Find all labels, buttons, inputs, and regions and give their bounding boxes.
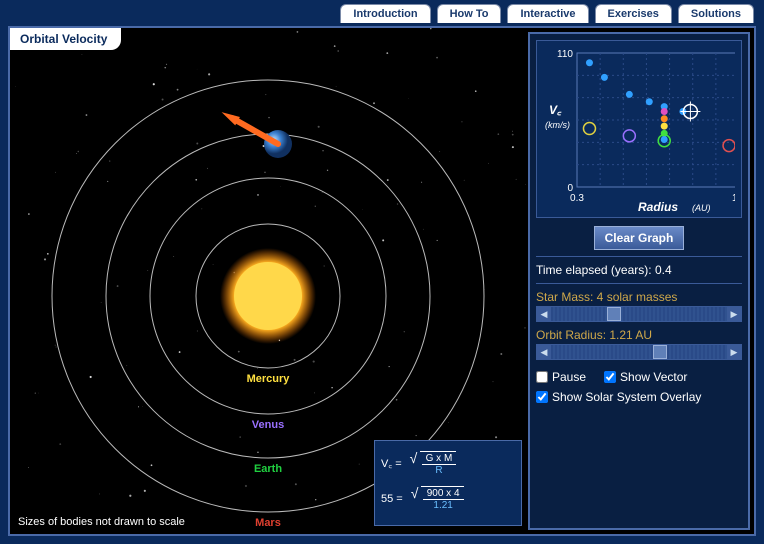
side-panel: 11000.31.6V꜀(km/s)Radius(AU) Clear Graph…: [528, 32, 750, 530]
orbit-radius-slider[interactable]: ◀ ▶: [536, 344, 742, 360]
slider-right-icon[interactable]: ▶: [727, 345, 741, 359]
clear-graph-button[interactable]: Clear Graph: [594, 226, 685, 250]
slider-thumb[interactable]: [653, 345, 667, 359]
nav-tabs: Introduction How To Interactive Exercises So…: [0, 0, 764, 23]
slider-thumb[interactable]: [607, 307, 621, 321]
slider-right-icon[interactable]: ▶: [727, 307, 741, 321]
orbit-radius-label: Orbit Radius: 1.21 AU: [536, 328, 742, 342]
show-vector-checkbox[interactable]: Show Vector: [604, 370, 687, 384]
time-elapsed-readout: Time elapsed (years): 0.4: [536, 263, 742, 277]
tab-interactive[interactable]: Interactive: [507, 4, 588, 23]
main-panel: Orbital Velocity MercuryVenusEarthMars S…: [8, 26, 756, 536]
star-mass-slider[interactable]: ◀ ▶: [536, 306, 742, 322]
formula-box: V꜀ = G x MR 55 = 900 x 41.21: [374, 440, 522, 526]
svg-text:Mars: Mars: [255, 517, 281, 529]
svg-text:Mercury: Mercury: [247, 373, 291, 385]
show-overlay-checkbox[interactable]: Show Solar System Overlay: [536, 390, 701, 404]
svg-text:Earth: Earth: [254, 463, 282, 475]
svg-text:Venus: Venus: [252, 419, 284, 431]
svg-text:(AU): (AU): [692, 203, 711, 213]
svg-text:(km/s): (km/s): [545, 120, 570, 130]
svg-text:Radius: Radius: [638, 200, 678, 214]
svg-text:1.6: 1.6: [732, 193, 735, 204]
slider-left-icon[interactable]: ◀: [537, 307, 551, 321]
tab-introduction[interactable]: Introduction: [340, 4, 430, 23]
tab-solutions[interactable]: Solutions: [678, 4, 754, 23]
pause-checkbox[interactable]: Pause: [536, 370, 586, 384]
scale-footnote: Sizes of bodies not drawn to scale: [18, 516, 185, 528]
formula-vc-label: V꜀ =: [381, 456, 402, 471]
tab-how-to[interactable]: How To: [437, 4, 502, 23]
svg-text:0.3: 0.3: [570, 193, 584, 204]
svg-text:110: 110: [557, 49, 573, 60]
tab-exercises[interactable]: Exercises: [595, 4, 672, 23]
slider-left-icon[interactable]: ◀: [537, 345, 551, 359]
graph-box: 11000.31.6V꜀(km/s)Radius(AU): [536, 40, 742, 218]
formula-val-label: 55 =: [381, 493, 403, 505]
velocity-graph[interactable]: 11000.31.6V꜀(km/s)Radius(AU): [541, 45, 735, 215]
svg-text:V꜀: V꜀: [549, 103, 562, 117]
star-mass-label: Star Mass: 4 solar masses: [536, 290, 742, 304]
